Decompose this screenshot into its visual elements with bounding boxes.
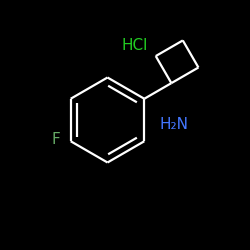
Text: HCl: HCl xyxy=(122,38,148,52)
Text: H₂N: H₂N xyxy=(159,117,188,132)
Text: F: F xyxy=(52,132,60,148)
